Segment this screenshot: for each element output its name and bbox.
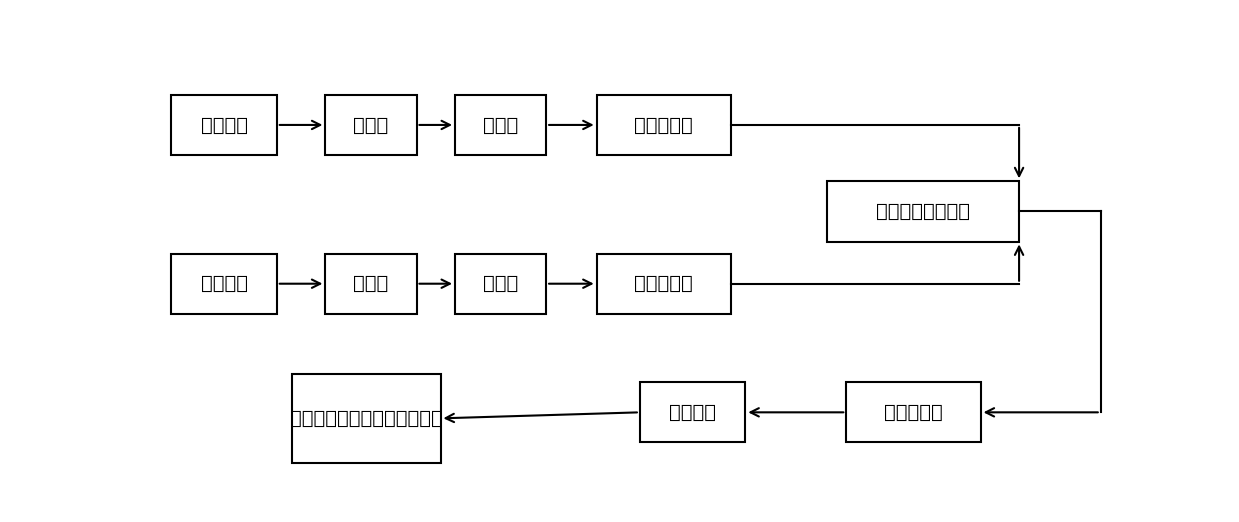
FancyBboxPatch shape — [639, 382, 746, 443]
FancyBboxPatch shape — [597, 95, 731, 155]
Text: 五块心型混合模块: 五块心型混合模块 — [876, 202, 970, 221]
FancyBboxPatch shape — [846, 382, 981, 443]
Text: 直通道模块: 直通道模块 — [634, 115, 693, 135]
FancyBboxPatch shape — [828, 181, 1020, 242]
Text: 压力表: 压力表 — [483, 115, 518, 135]
FancyBboxPatch shape — [597, 254, 731, 314]
FancyBboxPatch shape — [455, 254, 546, 314]
FancyBboxPatch shape — [171, 254, 276, 314]
Text: 计量泵: 计量泵 — [353, 115, 389, 135]
Text: 直通道模块: 直通道模块 — [634, 274, 693, 293]
Text: 计量泵: 计量泵 — [353, 274, 389, 293]
Text: 压力表: 压力表 — [483, 274, 518, 293]
FancyBboxPatch shape — [171, 95, 276, 155]
FancyBboxPatch shape — [455, 95, 546, 155]
FancyBboxPatch shape — [291, 374, 441, 462]
Text: 直通道模块: 直通道模块 — [885, 403, 943, 422]
FancyBboxPatch shape — [326, 254, 416, 314]
Text: 工业盐酸: 工业盐酸 — [201, 274, 248, 293]
Text: 盘管冷却: 盘管冷却 — [669, 403, 716, 422]
Text: 二氯化苄: 二氯化苄 — [201, 115, 248, 135]
Text: 接样、后处理、气相分析检测: 接样、后处理、气相分析检测 — [290, 409, 442, 428]
FancyBboxPatch shape — [326, 95, 416, 155]
